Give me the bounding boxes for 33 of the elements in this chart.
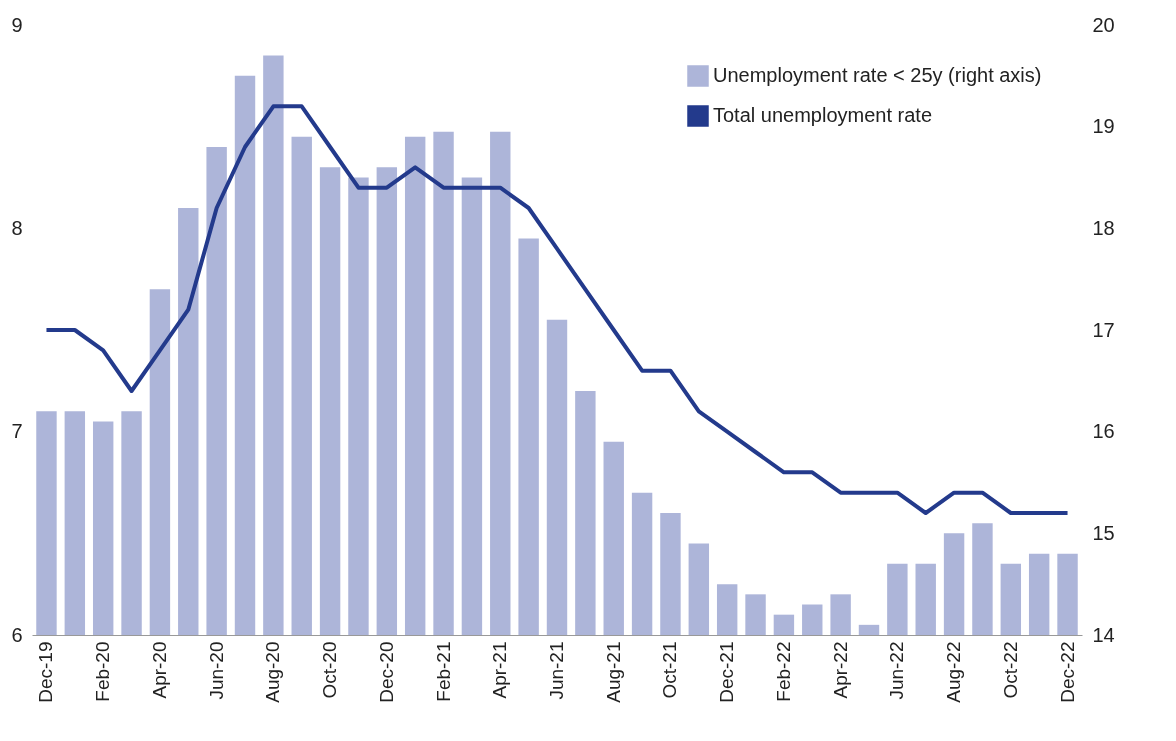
x-tick-label: Aug-21 [602,641,624,703]
x-tick-label: Jun-20 [205,641,227,700]
legend-label: Total unemployment rate [713,104,933,126]
legend-label: Unemployment rate < 25y (right axis) [713,64,1042,86]
x-tick-label: Dec-22 [1056,641,1078,703]
x-tick-label: Aug-22 [943,641,965,703]
x-tick-label: Oct-21 [659,641,681,699]
line-series [44,104,1070,515]
y2-tick-label: 18 [1092,216,1115,239]
y-tick-label: 7 [11,420,23,443]
y2-tick-label: 17 [1092,318,1115,341]
y2-tick-label: 14 [1092,623,1115,646]
x-tick-label: Feb-22 [772,641,794,702]
x-tick-label: Dec-20 [375,641,397,703]
x-tick-label: Apr-20 [148,641,170,699]
x-tick-label: Jun-21 [546,641,567,700]
x-tick-label: Apr-22 [829,641,851,699]
y-tick-label: 8 [11,216,23,239]
x-tick-label: Apr-21 [489,641,511,699]
x-tick-label: Oct-20 [319,641,341,699]
y2-tick-label: 20 [1092,13,1115,36]
x-tick-label: Jun-22 [886,641,908,700]
y-tick-label: 9 [11,13,23,36]
x-tick-label: Dec-21 [716,641,738,703]
x-tick-label: Aug-20 [262,641,284,703]
x-tick-label: Oct-22 [999,641,1021,699]
x-tick-label: Dec-19 [35,641,57,703]
y2-tick-label: 16 [1092,420,1115,443]
x-tick-label: Feb-21 [432,641,454,702]
x-tick-label: Feb-20 [92,641,114,702]
y2-tick-label: 19 [1092,115,1115,138]
y-tick-label: 6 [11,623,23,646]
y2-tick-label: 15 [1092,521,1115,544]
